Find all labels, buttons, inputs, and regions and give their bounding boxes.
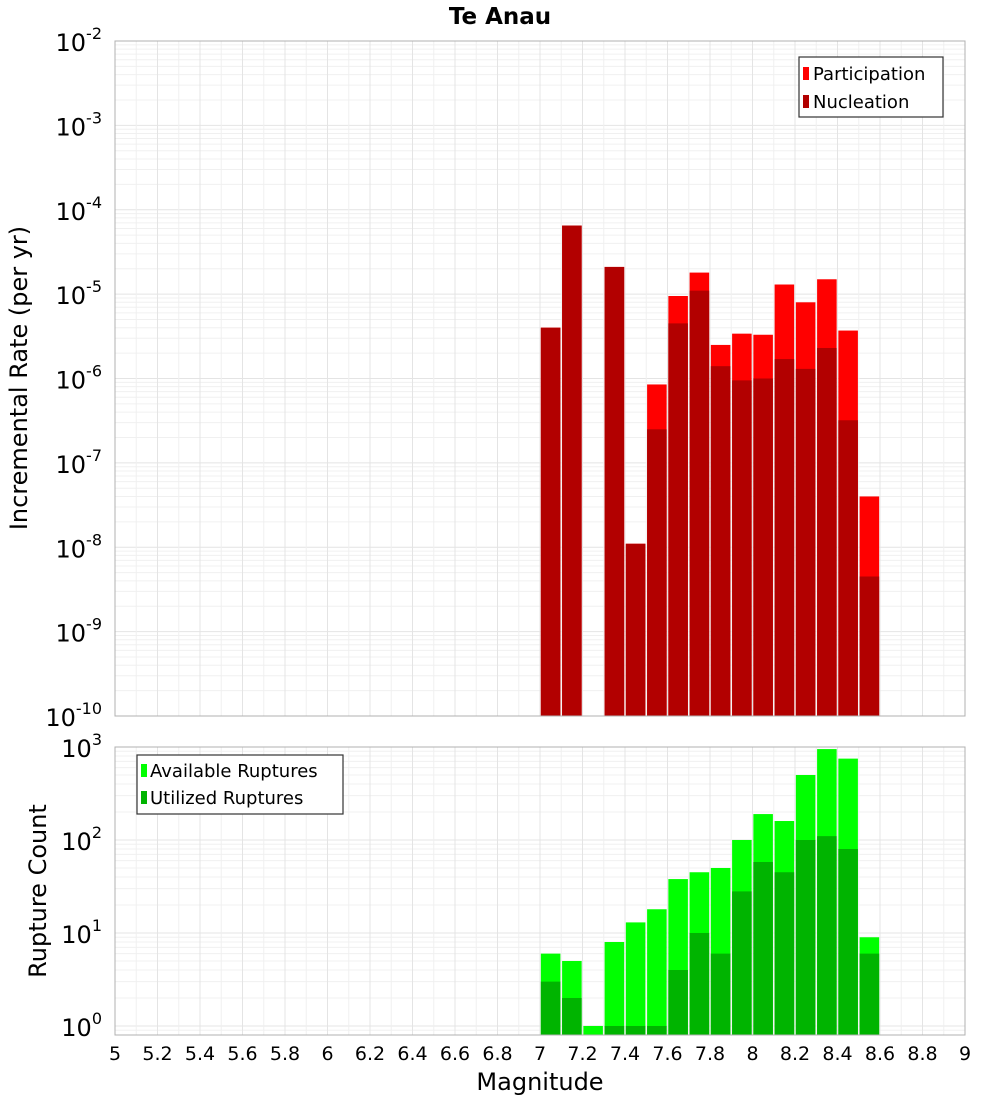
magnitude-xtick-label: 7.4 <box>610 1043 640 1065</box>
incremental-rate-bars <box>540 225 880 716</box>
incremental-rate-bar-front <box>562 225 582 716</box>
magnitude-xlabel: Magnitude <box>476 1068 603 1096</box>
incremental-rate-bar-front <box>668 323 688 716</box>
incremental-rate-frame <box>114 40 966 717</box>
legend-participation-label: Participation <box>813 64 925 85</box>
incremental-rate-ytick-label: 10-6 <box>56 362 103 395</box>
legend-utilized-swatch <box>141 791 147 804</box>
incremental-rate-bar-front <box>540 327 561 716</box>
incremental-rate-bar-front <box>838 420 858 716</box>
magnitude-xtick-label: 6 <box>321 1043 333 1065</box>
rupture-count-bar-front <box>838 849 858 1035</box>
rupture-count-bar-front <box>689 932 710 1035</box>
incremental-rate-bar-front <box>795 368 816 716</box>
magnitude-xtick-label: 5.6 <box>227 1043 257 1065</box>
incremental-rate-ytick-label: 10-4 <box>56 193 103 226</box>
incremental-rate-ytick-label: 10-2 <box>56 24 103 57</box>
magnitude-xtick-label: 9 <box>959 1043 971 1065</box>
legend-nucleation-swatch <box>803 95 809 108</box>
rupture-count-bar-front <box>859 953 880 1035</box>
magnitude-xtick-label: 5 <box>109 1043 121 1065</box>
incremental-rate-ylabel: Incremental Rate (per yr) <box>5 226 33 530</box>
legend-available-label: Available Ruptures <box>150 761 318 782</box>
rupture-count-ylabel: Rupture Count <box>24 804 52 978</box>
magnitude-xtick-label: 7 <box>534 1043 546 1065</box>
rupture-count-bar-back <box>583 1025 603 1035</box>
rupture-count-bar-back <box>625 922 646 1035</box>
magnitude-xtick-label: 8.6 <box>865 1043 895 1065</box>
incremental-rate-bar-front <box>647 429 667 716</box>
magnitude-xtick-label: 8.2 <box>780 1043 810 1065</box>
legend-available-swatch <box>141 764 147 777</box>
magnitude-xtick-label: 6.4 <box>397 1043 427 1065</box>
rupture-count-legend: Available Ruptures Utilized Ruptures <box>136 754 344 815</box>
magnitude-xtick-label: 8.4 <box>822 1043 852 1065</box>
incremental-rate-bar-front <box>689 290 710 716</box>
legend-utilized-label: Utilized Ruptures <box>150 788 303 809</box>
chart-title: Te Anau <box>449 4 551 30</box>
rupture-count-bar-front <box>732 891 752 1035</box>
incremental-rate-bar-front <box>625 543 646 716</box>
magnitude-xtick-label: 6.2 <box>355 1043 385 1065</box>
incremental-rate-grid <box>114 40 966 717</box>
magnitude-xtick-label: 8.8 <box>907 1043 937 1065</box>
incremental-rate-bar-front <box>753 378 773 716</box>
rupture-count-bar-front <box>753 861 773 1035</box>
rupture-count-bar-front <box>647 1025 667 1035</box>
magnitude-x-ticks: 5 5.2 5.4 5.6 5.8 6 6.2 6.4 6.6 6.8 7 7.2 7.4 7.6 7.8 8… <box>109 1043 971 1065</box>
magnitude-xtick-label: 5.8 <box>270 1043 300 1065</box>
magnitude-xtick-label: 6.6 <box>440 1043 470 1065</box>
incremental-rate-ytick-label: 10-8 <box>56 530 103 563</box>
rupture-count-bar-front <box>562 997 582 1035</box>
incremental-rate-legend: Participation Nucleation <box>798 56 944 118</box>
rupture-count-bar-front <box>604 1025 625 1035</box>
incremental-rate-ytick-label: 10-7 <box>56 446 103 479</box>
rupture-count-bar-front <box>625 1025 646 1035</box>
magnitude-xtick-label: 6.8 <box>482 1043 512 1065</box>
rupture-count-ytick-label: 100 <box>61 1009 102 1042</box>
rupture-count-bar-back <box>647 909 667 1035</box>
incremental-rate-bar-front <box>604 266 625 716</box>
rupture-count-ytick-label: 101 <box>61 916 102 949</box>
magnitude-xtick-label: 5.2 <box>142 1043 172 1065</box>
legend-nucleation-label: Nucleation <box>813 92 909 113</box>
rupture-count-ytick-label: 102 <box>61 823 102 856</box>
rupture-count-ytick-label: 103 <box>61 730 102 763</box>
incremental-rate-ytick-label: 10-10 <box>45 699 102 732</box>
incremental-rate-bar-front <box>817 347 837 716</box>
rupture-count-bars <box>540 749 880 1035</box>
rupture-count-bar-front <box>774 872 795 1035</box>
incremental-rate-ytick-label: 10-5 <box>56 277 103 310</box>
rupture-count-plot: 100 101 102 103 5 5.2 5.4 5.6 5.8 6 6.2 6.4 6.6 6.8 7… <box>24 730 971 1096</box>
incremental-rate-bar-front <box>859 576 880 716</box>
rupture-count-bar-back <box>604 942 625 1035</box>
incremental-rate-y-ticks: 10-10 10-9 10-8 10-7 10-6 10-5 10-4 10-3 10-2 <box>45 24 102 732</box>
rupture-count-bar-front <box>817 836 837 1035</box>
rupture-count-bar-front <box>710 953 731 1035</box>
magnitude-xtick-label: 7.6 <box>652 1043 682 1065</box>
rupture-count-frame <box>114 746 966 1036</box>
incremental-rate-legend-box <box>798 56 944 118</box>
incremental-rate-bar-front <box>732 380 752 716</box>
incremental-rate-bar-front <box>710 366 731 716</box>
magnitude-xtick-label: 5.4 <box>185 1043 215 1065</box>
incremental-rate-plot: 10-10 10-9 10-8 10-7 10-6 10-5 10-4 10-3 10-2 In… <box>5 24 966 732</box>
incremental-rate-ytick-label: 10-9 <box>56 615 103 648</box>
magnitude-xtick-label: 7.2 <box>567 1043 597 1065</box>
incremental-rate-bar-front <box>774 359 795 716</box>
rupture-count-bar-front <box>540 981 561 1035</box>
incremental-rate-ytick-label: 10-3 <box>56 108 103 141</box>
rupture-count-y-ticks: 100 101 102 103 <box>61 730 102 1042</box>
magnitude-xtick-label: 7.8 <box>695 1043 725 1065</box>
magnitude-xtick-label: 8 <box>746 1043 758 1065</box>
legend-participation-swatch <box>803 67 809 80</box>
rupture-count-bar-front <box>795 839 816 1035</box>
rupture-count-legend-box <box>136 754 344 815</box>
rupture-count-bar-front <box>668 969 688 1035</box>
